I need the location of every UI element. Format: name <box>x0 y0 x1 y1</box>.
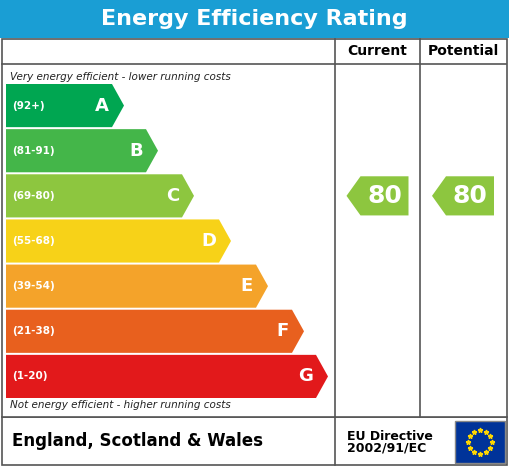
Polygon shape <box>6 174 194 218</box>
Polygon shape <box>6 355 328 398</box>
Text: E: E <box>241 277 253 295</box>
Bar <box>455 421 505 463</box>
Polygon shape <box>432 176 494 215</box>
Polygon shape <box>6 310 304 353</box>
Text: England, Scotland & Wales: England, Scotland & Wales <box>12 432 263 450</box>
Polygon shape <box>6 129 158 172</box>
Text: F: F <box>277 322 289 340</box>
Text: (1-20): (1-20) <box>12 371 47 382</box>
Polygon shape <box>347 176 409 215</box>
Text: (21-38): (21-38) <box>12 326 55 336</box>
Text: 2002/91/EC: 2002/91/EC <box>347 441 426 454</box>
Text: B: B <box>129 142 143 160</box>
Text: 80: 80 <box>367 184 402 208</box>
Text: (81-91): (81-91) <box>12 146 54 156</box>
Bar <box>2 39 507 417</box>
Polygon shape <box>6 219 231 262</box>
Text: D: D <box>201 232 216 250</box>
Text: (69-80): (69-80) <box>12 191 54 201</box>
Text: Current: Current <box>348 44 407 58</box>
Bar <box>0 0 509 38</box>
Text: Not energy efficient - higher running costs: Not energy efficient - higher running co… <box>10 400 231 410</box>
Text: G: G <box>298 368 313 385</box>
Text: C: C <box>166 187 179 205</box>
Text: (39-54): (39-54) <box>12 281 55 291</box>
Text: Potential: Potential <box>428 44 499 58</box>
Text: Energy Efficiency Rating: Energy Efficiency Rating <box>101 9 408 29</box>
Text: 80: 80 <box>453 184 488 208</box>
Text: (55-68): (55-68) <box>12 236 55 246</box>
Bar <box>2 417 507 465</box>
Polygon shape <box>6 265 268 308</box>
Text: A: A <box>95 97 109 114</box>
Text: (92+): (92+) <box>12 100 45 111</box>
Text: EU Directive: EU Directive <box>347 430 433 443</box>
Text: Very energy efficient - lower running costs: Very energy efficient - lower running co… <box>10 72 231 82</box>
Polygon shape <box>6 84 124 127</box>
